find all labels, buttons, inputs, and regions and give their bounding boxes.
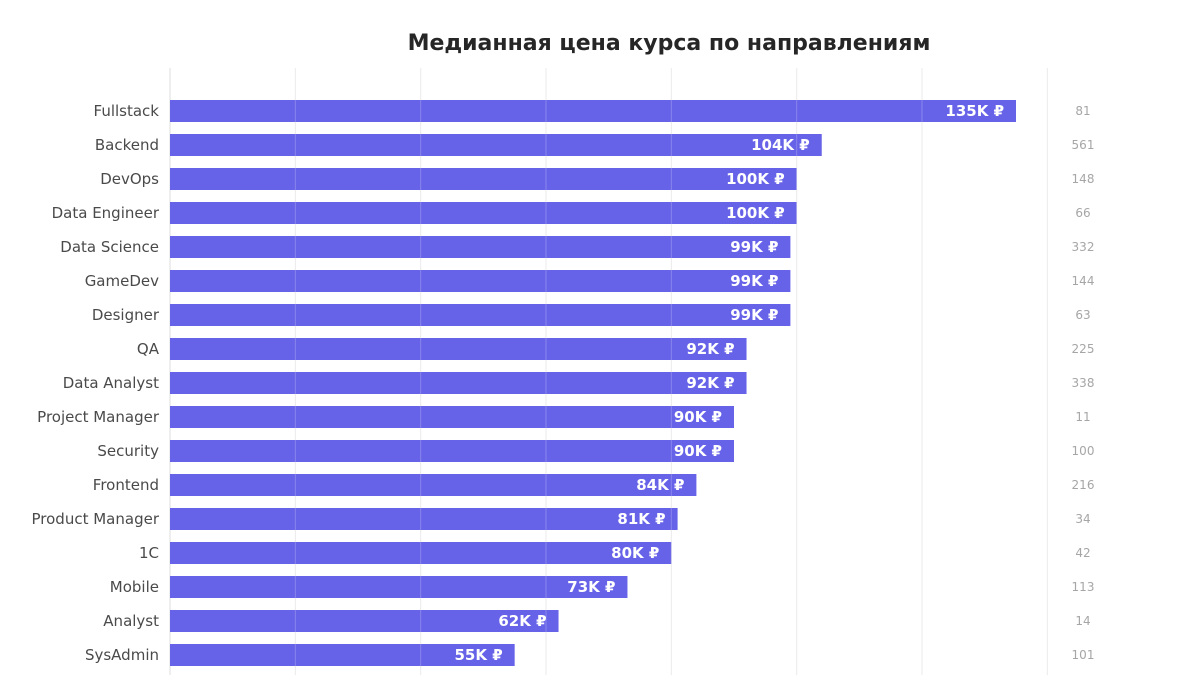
category-label: Fullstack (94, 102, 160, 120)
category-label: Mobile (110, 578, 159, 596)
category-label: Data Science (60, 238, 159, 256)
count-label: 100 (1072, 444, 1095, 458)
count-label: 148 (1072, 172, 1095, 186)
labels: Fullstack 135K ₽ 81 Backend 104K ₽ 561 DevOps 1… (32, 102, 1095, 664)
bar (170, 134, 822, 156)
bar-value-label: 80K ₽ (611, 544, 659, 562)
category-label: Security (97, 442, 159, 460)
count-label: 216 (1072, 478, 1095, 492)
count-label: 14 (1075, 614, 1090, 628)
chart-title: Медианная цена курса по направлениям (408, 31, 931, 56)
bar (170, 304, 791, 326)
bar (170, 100, 1016, 122)
category-label: Data Engineer (52, 204, 160, 222)
count-label: 34 (1075, 512, 1090, 526)
bar-value-label: 104K ₽ (751, 136, 810, 154)
category-label: Frontend (93, 476, 159, 494)
bar (170, 202, 797, 224)
bar (170, 474, 697, 496)
count-label: 66 (1075, 206, 1090, 220)
category-label: QA (137, 340, 160, 358)
bar-value-label: 62K ₽ (498, 612, 546, 630)
bar (170, 406, 734, 428)
bar-value-label: 135K ₽ (945, 102, 1004, 120)
bar (170, 270, 791, 292)
bar (170, 168, 797, 190)
category-label: Analyst (103, 612, 159, 630)
bar (170, 644, 515, 666)
count-label: 225 (1072, 342, 1095, 356)
bar-value-label: 100K ₽ (726, 204, 785, 222)
bar (170, 508, 678, 530)
bar-value-label: 99K ₽ (730, 272, 778, 290)
bar-value-label: 99K ₽ (730, 306, 778, 324)
bars (170, 100, 1016, 666)
bar-value-label: 90K ₽ (674, 408, 722, 426)
bar (170, 338, 747, 360)
bar (170, 576, 628, 598)
count-label: 101 (1072, 648, 1095, 662)
bar-value-label: 55K ₽ (454, 646, 502, 664)
category-label: Data Analyst (63, 374, 159, 392)
bar (170, 372, 747, 394)
count-label: 81 (1075, 104, 1090, 118)
category-label: Product Manager (32, 510, 160, 528)
count-label: 63 (1075, 308, 1090, 322)
category-label: Backend (95, 136, 159, 154)
count-label: 338 (1072, 376, 1095, 390)
category-label: DevOps (100, 170, 159, 188)
category-label: GameDev (85, 272, 159, 290)
count-label: 113 (1072, 580, 1095, 594)
bar-value-label: 81K ₽ (617, 510, 665, 528)
bar-value-label: 100K ₽ (726, 170, 785, 188)
bar-value-label: 84K ₽ (636, 476, 684, 494)
bar-value-label: 73K ₽ (567, 578, 615, 596)
category-label: 1C (139, 544, 159, 562)
count-label: 11 (1075, 410, 1090, 424)
bar (170, 236, 791, 258)
bar-value-label: 92K ₽ (686, 374, 734, 392)
category-label: SysAdmin (85, 646, 159, 664)
bar (170, 440, 734, 462)
category-label: Designer (92, 306, 160, 324)
bar (170, 542, 672, 564)
bar-value-label: 99K ₽ (730, 238, 778, 256)
count-label: 332 (1072, 240, 1095, 254)
gridlines-overlay (294, 68, 1048, 675)
bar (170, 610, 559, 632)
count-label: 561 (1072, 138, 1095, 152)
count-label: 42 (1075, 546, 1090, 560)
count-label: 144 (1072, 274, 1095, 288)
bar-value-label: 90K ₽ (674, 442, 722, 460)
bar-value-label: 92K ₽ (686, 340, 734, 358)
category-label: Project Manager (37, 408, 160, 426)
